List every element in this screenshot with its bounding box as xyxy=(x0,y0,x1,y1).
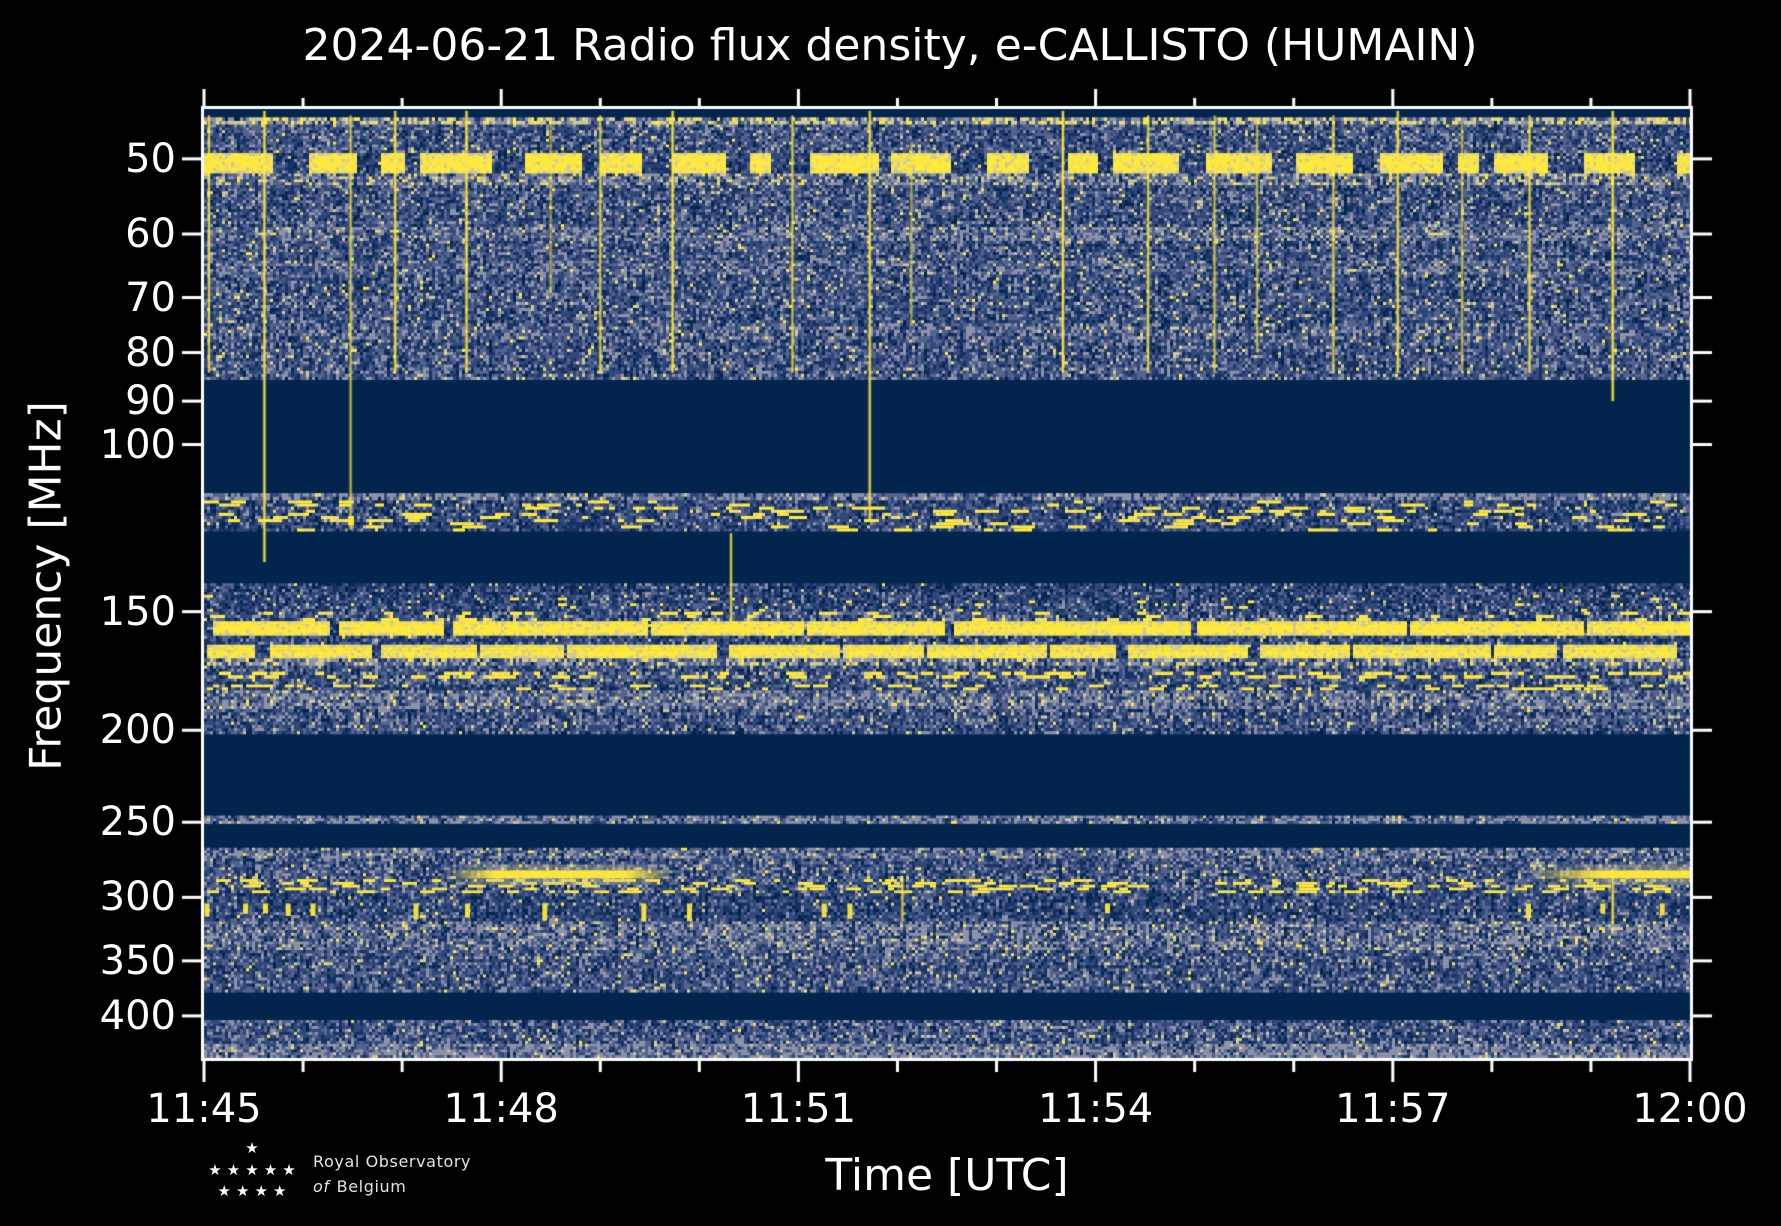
logo-org-name: Royal Observatory xyxy=(313,1152,472,1171)
y-tick-label-100: 100 xyxy=(99,421,176,468)
x-tick-label-11:48: 11:48 xyxy=(443,1086,559,1132)
y-tick-label-50: 50 xyxy=(125,135,176,182)
star-icon: ★ xyxy=(254,1182,268,1200)
x-tick-label-11:51: 11:51 xyxy=(740,1086,857,1132)
logo-country: Belgium xyxy=(336,1177,407,1196)
y-tick-label-400: 400 xyxy=(99,992,176,1039)
star-icon: ★ xyxy=(245,1161,259,1179)
star-icon: ★ xyxy=(282,1161,296,1179)
y-tick-label-200: 200 xyxy=(99,707,176,754)
y-tick-label-250: 250 xyxy=(99,799,176,846)
star-icon: ★ xyxy=(245,1139,259,1157)
logo-text-line2: of Belgium xyxy=(313,1177,406,1196)
star-icon: ★ xyxy=(263,1161,278,1179)
y-tick-label-350: 350 xyxy=(99,937,176,984)
star-icon: ★ xyxy=(273,1182,287,1200)
logo-of: of xyxy=(313,1177,330,1196)
y-tick-label-300: 300 xyxy=(99,874,176,921)
star-icon: ★ xyxy=(226,1161,241,1179)
x-tick-label-12:00: 12:00 xyxy=(1632,1086,1748,1132)
logo-text-line1: Royal Observatory xyxy=(313,1152,471,1171)
x-tick-label-11:57: 11:57 xyxy=(1335,1086,1451,1132)
y-tick-label-90: 90 xyxy=(125,378,176,425)
x-tick-label-11:45: 11:45 xyxy=(146,1086,262,1132)
x-tick-label-11:54: 11:54 xyxy=(1037,1086,1154,1132)
star-icon: ★ xyxy=(236,1182,250,1200)
y-tick-label-60: 60 xyxy=(125,211,176,258)
y-tick-label-80: 80 xyxy=(125,329,176,376)
y-tick-label-70: 70 xyxy=(125,274,176,321)
y-tick-label-150: 150 xyxy=(99,588,176,635)
star-icon: ★ xyxy=(208,1161,222,1179)
y-axis-label: Frequency [MHz] xyxy=(20,401,72,771)
page-title: 2024-06-21 Radio flux density, e-CALLIST… xyxy=(302,20,1478,71)
x-axis-label: Time [UTC] xyxy=(825,1150,1069,1201)
star-icon: ★ xyxy=(217,1182,231,1200)
